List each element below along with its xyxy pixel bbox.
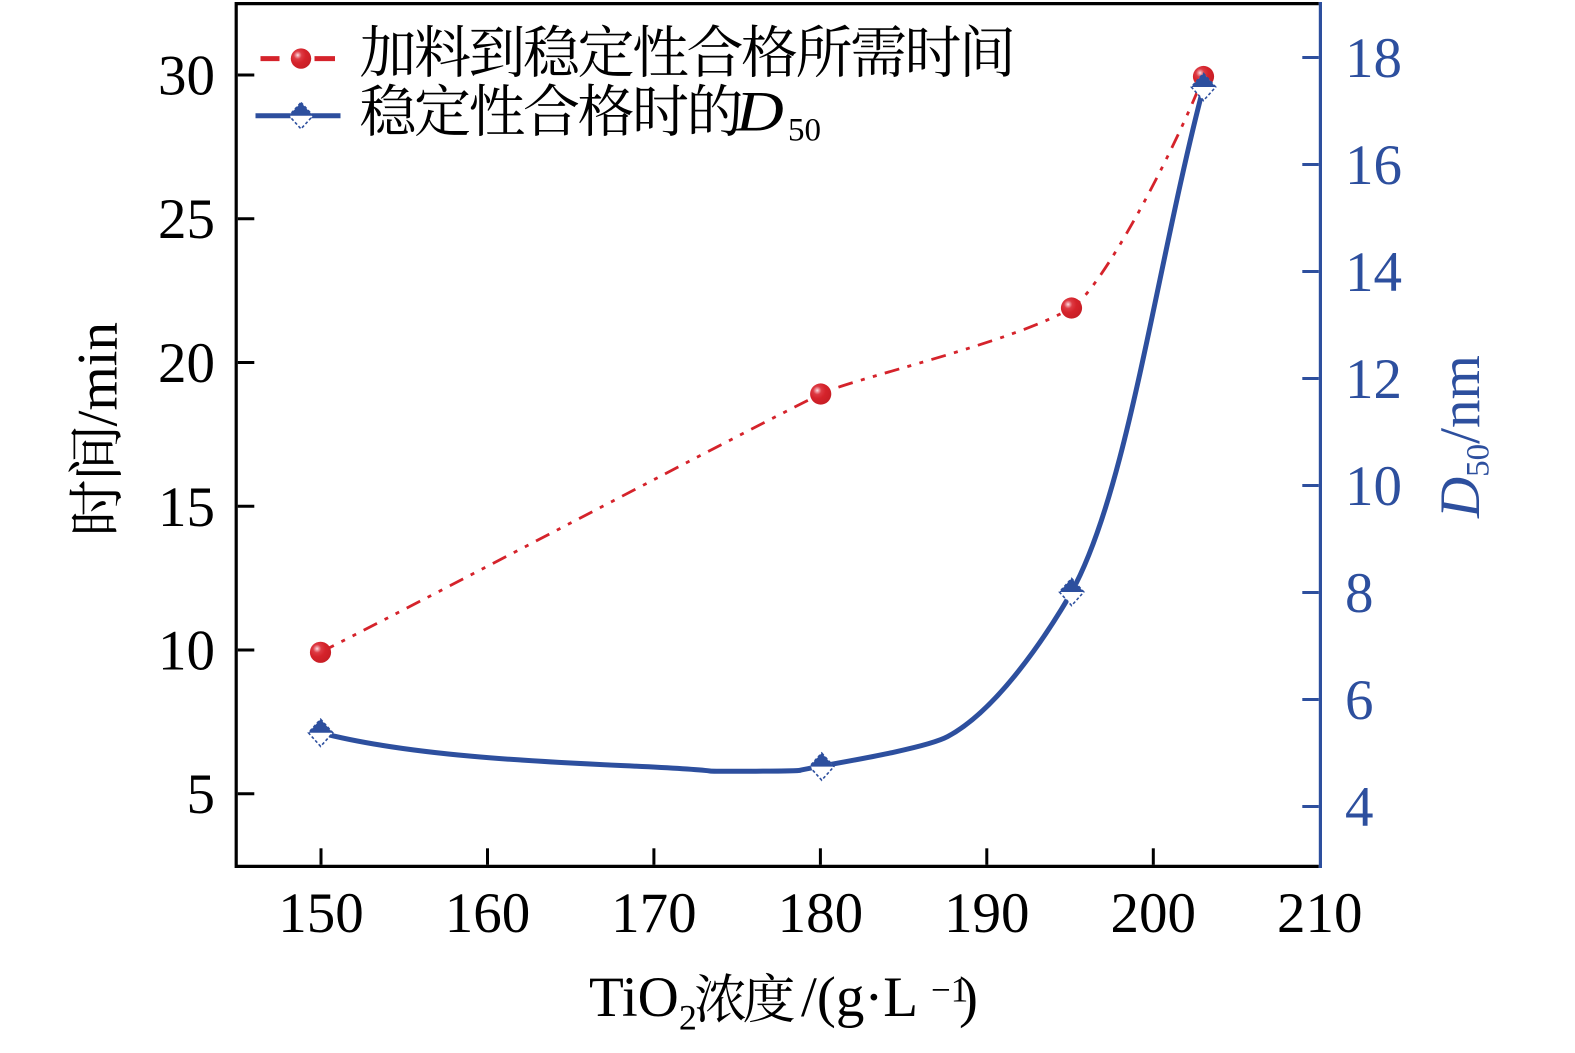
svg-text:150: 150	[278, 882, 364, 945]
svg-text:160: 160	[445, 882, 531, 945]
svg-text:/min: /min	[67, 322, 130, 427]
svg-text:D50/nm: D50/nm	[1429, 355, 1497, 519]
svg-text:−1: −1	[931, 971, 968, 1010]
svg-text:180: 180	[778, 882, 864, 945]
svg-text:210: 210	[1277, 882, 1363, 945]
svg-text:14: 14	[1345, 241, 1402, 304]
svg-text:30: 30	[158, 45, 215, 108]
svg-text:D: D	[735, 81, 784, 144]
svg-text:170: 170	[611, 882, 697, 945]
svg-text:4: 4	[1345, 776, 1374, 839]
svg-text:10: 10	[1345, 455, 1402, 518]
svg-text:6: 6	[1345, 669, 1374, 732]
svg-text:/(g·L: /(g·L	[801, 966, 918, 1029]
svg-text:12: 12	[1345, 348, 1402, 411]
svg-text:16: 16	[1345, 134, 1402, 197]
svg-text:190: 190	[944, 882, 1030, 945]
svg-text:): )	[959, 966, 978, 1029]
svg-text:20: 20	[158, 332, 215, 395]
svg-text:18: 18	[1345, 27, 1402, 90]
svg-text:10: 10	[158, 620, 215, 683]
svg-text:25: 25	[158, 188, 215, 251]
svg-text:200: 200	[1111, 882, 1197, 945]
svg-text:50: 50	[788, 112, 821, 148]
svg-text:15: 15	[158, 476, 215, 539]
svg-text:5: 5	[187, 763, 216, 826]
svg-text:8: 8	[1345, 562, 1374, 625]
